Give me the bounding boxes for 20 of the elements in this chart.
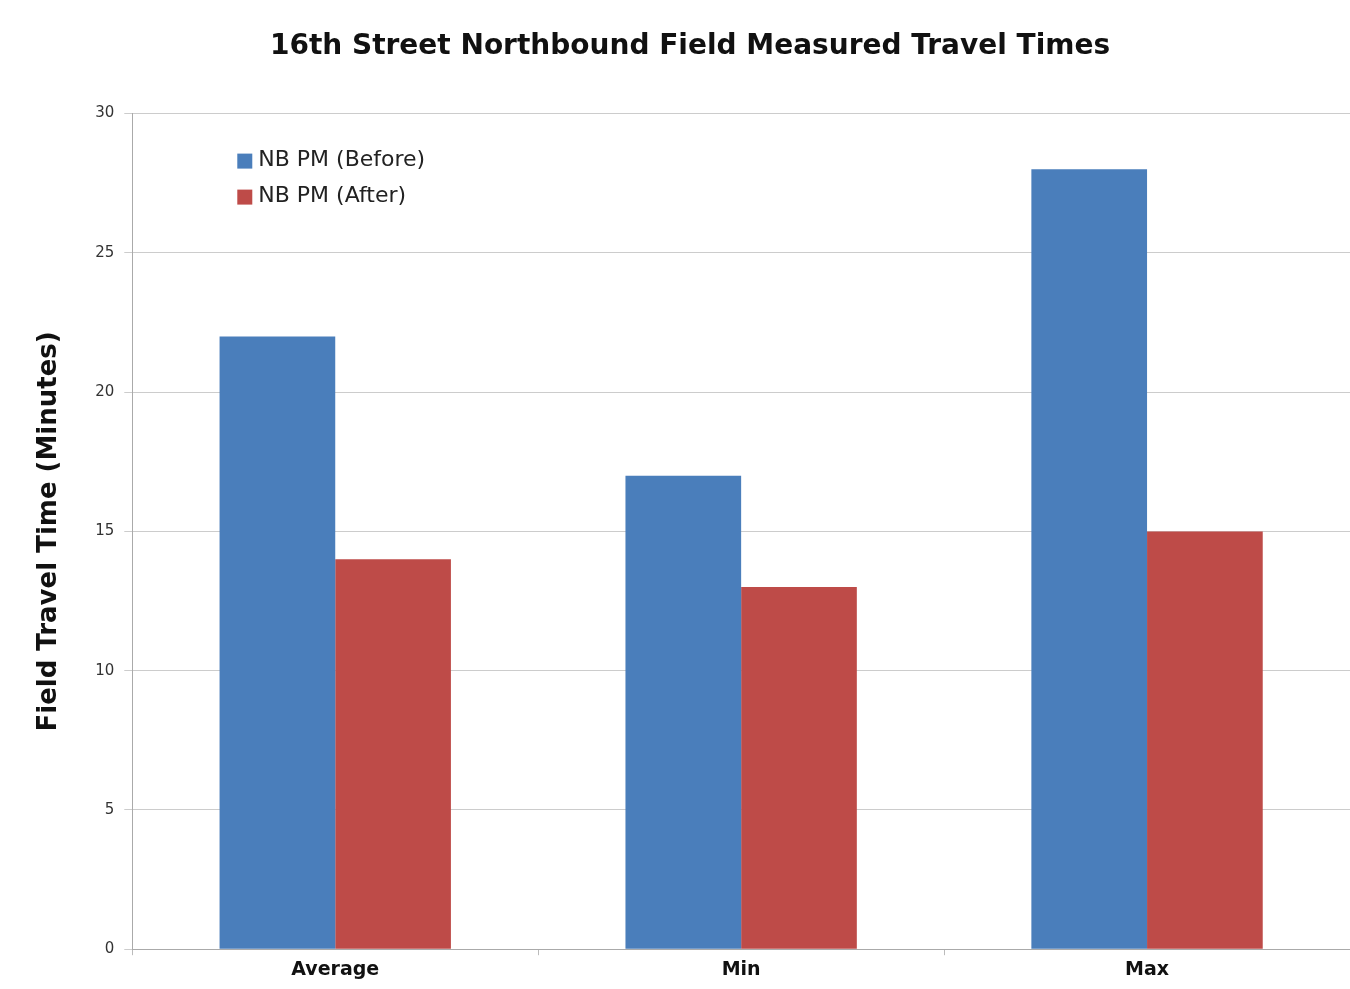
x-tick-label: Min (721, 956, 761, 979)
y-tick-label: 20 (95, 382, 115, 401)
bar (219, 336, 336, 949)
y-tick-label: 10 (95, 660, 115, 679)
x-tick-label: Average (291, 956, 380, 979)
x-tick-label: Max (1125, 956, 1170, 979)
y-tick-label: 5 (104, 799, 115, 818)
bar (1031, 169, 1148, 949)
y-axis-title: Field Travel Time (Minutes) (32, 331, 63, 732)
y-tick-label: 15 (95, 521, 115, 540)
bar (741, 587, 857, 949)
bar (1147, 531, 1263, 949)
legend-label: NB PM (After) (258, 182, 407, 208)
y-tick-label: 30 (95, 103, 115, 122)
y-tick-label: 25 (95, 242, 115, 261)
y-tick-label: 0 (104, 939, 115, 958)
legend-label: NB PM (Before) (258, 146, 426, 172)
chart-title: 16th Street Northbound Field Measured Travel Times (269, 28, 1111, 62)
bar (625, 475, 742, 949)
bar (335, 559, 451, 949)
